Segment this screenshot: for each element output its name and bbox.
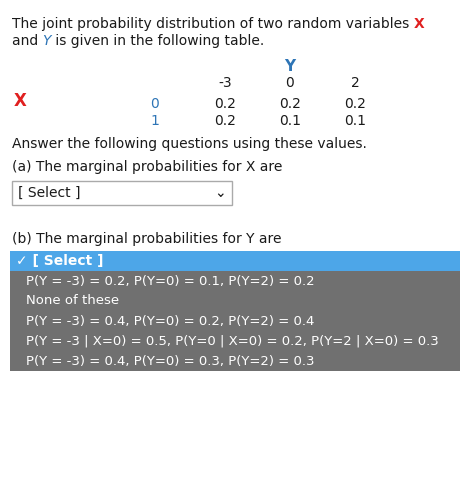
Text: P(Y = -3) = 0.4, P(Y=0) = 0.2, P(Y=2) = 0.4: P(Y = -3) = 0.4, P(Y=0) = 0.2, P(Y=2) = … (26, 314, 314, 328)
Text: ✓ [ Select ]: ✓ [ Select ] (16, 254, 103, 268)
Text: (a) The marginal probabilities for X are: (a) The marginal probabilities for X are (12, 160, 283, 174)
Text: (b) The marginal probabilities for Y are: (b) The marginal probabilities for Y are (12, 232, 282, 246)
Text: is given in the following table.: is given in the following table. (51, 34, 264, 48)
Text: 0.2: 0.2 (344, 97, 366, 111)
Text: 0.2: 0.2 (279, 97, 301, 111)
Text: and: and (12, 34, 43, 48)
Text: 1: 1 (151, 114, 159, 128)
FancyBboxPatch shape (12, 181, 232, 205)
Text: P(Y = -3 | X=0) = 0.5, P(Y=0 | X=0) = 0.2, P(Y=2 | X=0) = 0.3: P(Y = -3 | X=0) = 0.5, P(Y=0 | X=0) = 0.… (26, 335, 439, 347)
Text: 0.1: 0.1 (279, 114, 301, 128)
FancyBboxPatch shape (10, 251, 460, 271)
Text: The joint probability distribution of two random variables: The joint probability distribution of tw… (12, 17, 414, 31)
Text: Y: Y (43, 34, 51, 48)
Text: 2: 2 (351, 76, 359, 90)
Text: 0: 0 (151, 97, 159, 111)
Text: None of these: None of these (26, 295, 119, 307)
Text: P(Y = -3) = 0.4, P(Y=0) = 0.3, P(Y=2) = 0.3: P(Y = -3) = 0.4, P(Y=0) = 0.3, P(Y=2) = … (26, 354, 315, 367)
Text: P(Y = -3) = 0.2, P(Y=0) = 0.1, P(Y=2) = 0.2: P(Y = -3) = 0.2, P(Y=0) = 0.1, P(Y=2) = … (26, 275, 315, 288)
Text: 0.2: 0.2 (214, 97, 236, 111)
Text: 0.1: 0.1 (344, 114, 366, 128)
Text: [ Select ]: [ Select ] (18, 186, 81, 200)
Text: Answer the following questions using these values.: Answer the following questions using the… (12, 137, 367, 151)
Text: X: X (414, 17, 424, 31)
Text: 0.2: 0.2 (214, 114, 236, 128)
Text: X: X (14, 92, 27, 110)
FancyBboxPatch shape (10, 271, 460, 371)
Text: Y: Y (284, 59, 296, 74)
Text: 0: 0 (286, 76, 294, 90)
Text: -3: -3 (218, 76, 232, 90)
Text: ⌄: ⌄ (214, 186, 226, 200)
